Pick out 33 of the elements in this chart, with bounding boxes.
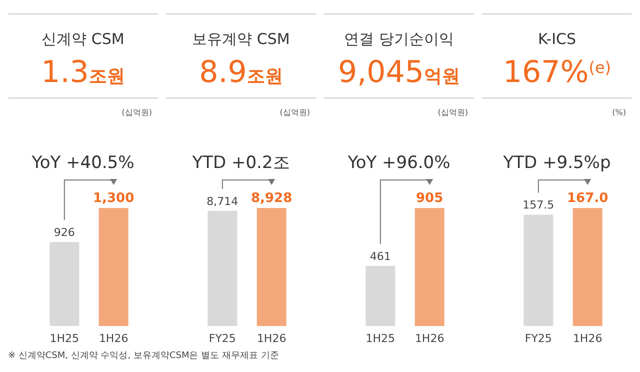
x-tick-label: 1H26 [256, 332, 286, 345]
chart-subtitle: 8.9조원 [199, 55, 283, 90]
x-tick-label: 1H25 [50, 332, 80, 345]
chart-title: K-ICS [538, 30, 576, 48]
chart-title: 연결 당기순이익 [344, 30, 454, 48]
text: YoY +40.5% [30, 153, 134, 173]
data-label: 461 [370, 250, 391, 263]
data-label: 926 [54, 226, 75, 239]
text: (십억원) [122, 108, 152, 117]
text: (십억원) [280, 108, 310, 117]
data-label: 157.5 [522, 198, 554, 212]
chart-title: 신계약 CSM [42, 30, 124, 48]
x-tick-label: FY25 [524, 332, 552, 345]
chart-title: 보유계약 CSM [192, 30, 290, 48]
x-tick-label: 1H26 [414, 332, 444, 345]
data-label: 8,928 [251, 191, 292, 206]
x-tick-label: FY25 [208, 332, 236, 345]
text: ※ 신계약CSM, 신계약 수익성, 보유계약CSM은 별도 재무제표 기준 [8, 351, 279, 361]
text: YTD +9.5%p [502, 153, 611, 173]
x-tick-label: 1H26 [98, 332, 128, 345]
x-tick-label: 1H26 [572, 332, 602, 345]
text: YTD +0.2조 [191, 153, 290, 173]
text: (십억원) [438, 108, 468, 117]
text: YoY +96.0% [346, 153, 450, 173]
data-label: 167.0 [567, 191, 608, 206]
x-tick-label: 1H25 [366, 332, 396, 345]
chart-subtitle: 167%$^{(e)}$ [502, 55, 612, 90]
chart-subtitle: 9,045억원 [338, 55, 460, 90]
text: (%) [612, 108, 626, 117]
data-label: 8,714 [206, 194, 238, 208]
data-label: 1,300 [93, 191, 134, 206]
chart-subtitle: 1.3조원 [41, 55, 125, 90]
data-label: 905 [416, 191, 444, 206]
